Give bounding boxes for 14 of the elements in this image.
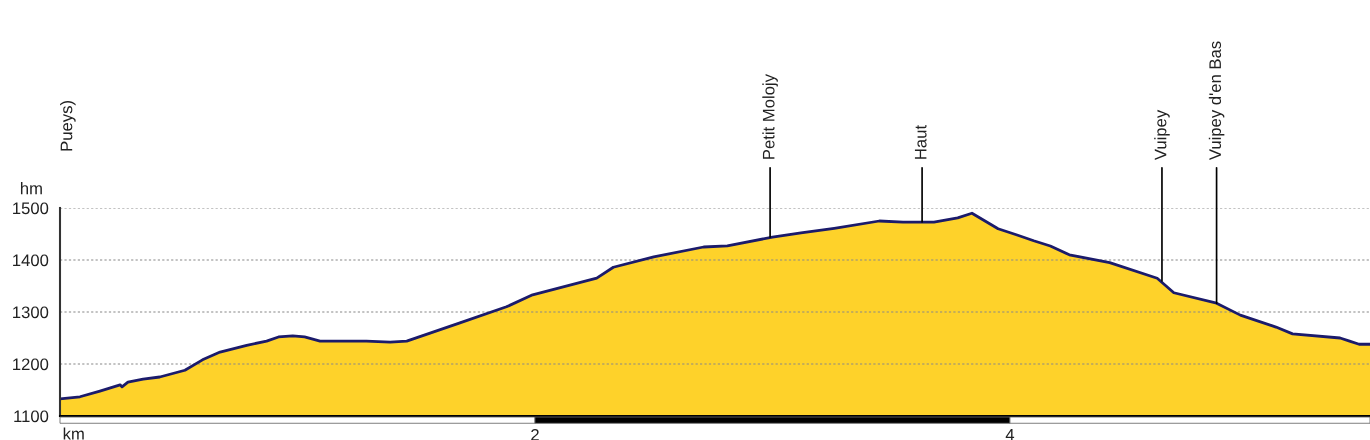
x-tick-label: 2 (531, 428, 539, 440)
annotation: Haut (914, 125, 927, 159)
y-tick-label: 1100 (14, 410, 49, 423)
y-tick-label: 1400 (13, 254, 49, 267)
annotation: Vuipey d'en Bas (1208, 41, 1225, 161)
text: Pueys) (60, 101, 76, 151)
y-axis-title: hm (20, 182, 42, 195)
annotation: Vuipey (1154, 109, 1170, 161)
y-tick-label: 1200 (13, 358, 49, 371)
y-tick-label: 1500 (13, 202, 49, 215)
y-tick-label: 1300 (13, 306, 49, 319)
annotation: Petit Molojy (762, 74, 778, 159)
x-axis-title: km (63, 427, 84, 440)
x-tick-label: 4 (1005, 429, 1015, 440)
